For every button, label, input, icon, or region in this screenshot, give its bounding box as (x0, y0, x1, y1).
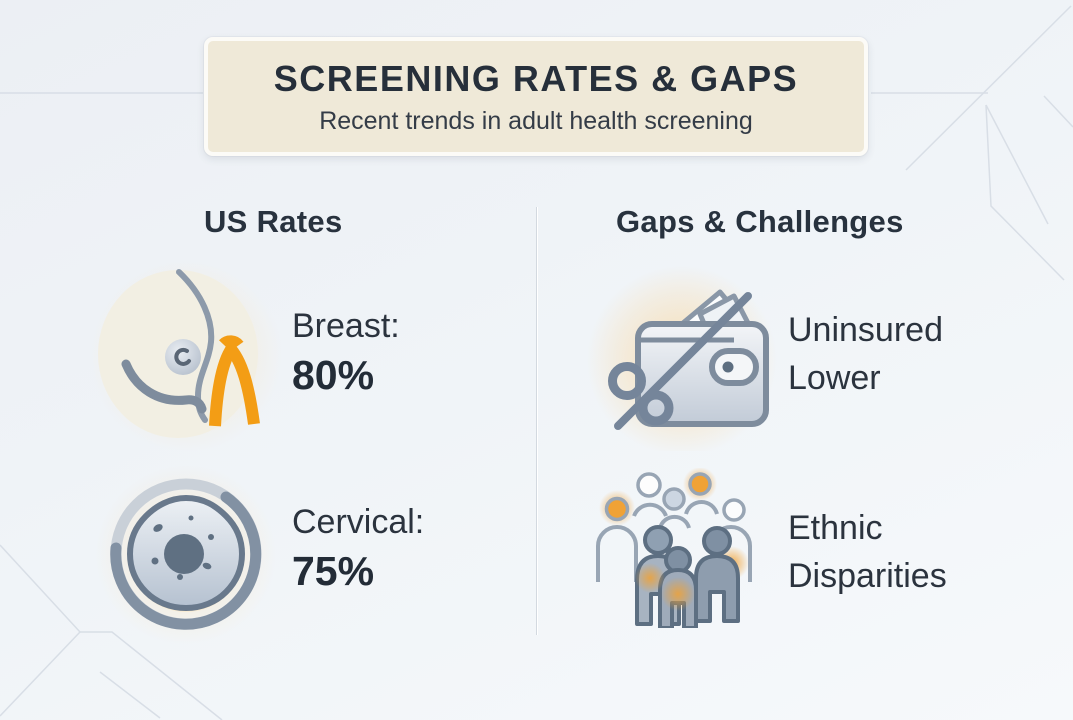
ethnic-gap-line1: Ethnic (788, 509, 883, 547)
ethnic-gap-line2: Disparities (788, 557, 947, 595)
breast-ribbon-icon (86, 256, 286, 456)
cervical-stat: Cervical: 75% (292, 499, 424, 595)
uninsured-gap-line1: Uninsured (788, 311, 943, 349)
title-card: SCREENING RATES & GAPS Recent trends in … (204, 37, 868, 156)
people-group-icon (590, 467, 755, 633)
wallet-percent-icon (582, 266, 782, 456)
right-column-heading: Gaps & Challenges (616, 204, 904, 239)
column-divider (536, 207, 538, 635)
breast-stat-value: 80% (292, 352, 375, 398)
ethnic-gap: Ethnic Disparities (788, 504, 947, 600)
page-title: SCREENING RATES & GAPS (273, 57, 799, 99)
cervical-cell-icon (94, 464, 279, 654)
cervical-stat-value: 75% (292, 548, 375, 594)
cervical-stat-label: Cervical: (292, 503, 425, 541)
uninsured-gap-line2: Lower (788, 359, 881, 397)
left-column-heading: US Rates (204, 204, 343, 239)
breast-stat: Breast: 80% (292, 303, 400, 399)
uninsured-gap: Uninsured Lower (788, 306, 943, 402)
breast-stat-label: Breast: (292, 307, 400, 345)
page-subtitle: Recent trends in adult health screening (319, 106, 753, 135)
